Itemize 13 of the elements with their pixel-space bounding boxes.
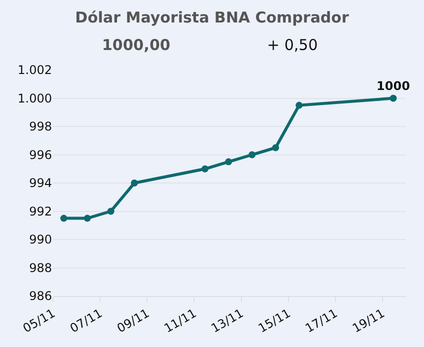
y-tick-label: 994 [29,176,52,190]
y-tick-label: 988 [29,260,52,275]
y-tick-label: 986 [29,289,52,304]
data-label: 1000 [376,78,410,93]
text: 1000,00 [102,36,170,54]
chart-title: Dólar Mayorista BNA Comprador [75,8,350,26]
y-tick-label: 990 [29,232,52,247]
y-tick-label: 1.000 [18,91,52,106]
y-tick-label: 992 [29,204,52,218]
y-tick-label: 1.002 [18,63,52,78]
y-tick-label: 996 [29,148,52,162]
y-tick-label: 998 [29,120,52,134]
text: + 0,50 [267,36,318,54]
